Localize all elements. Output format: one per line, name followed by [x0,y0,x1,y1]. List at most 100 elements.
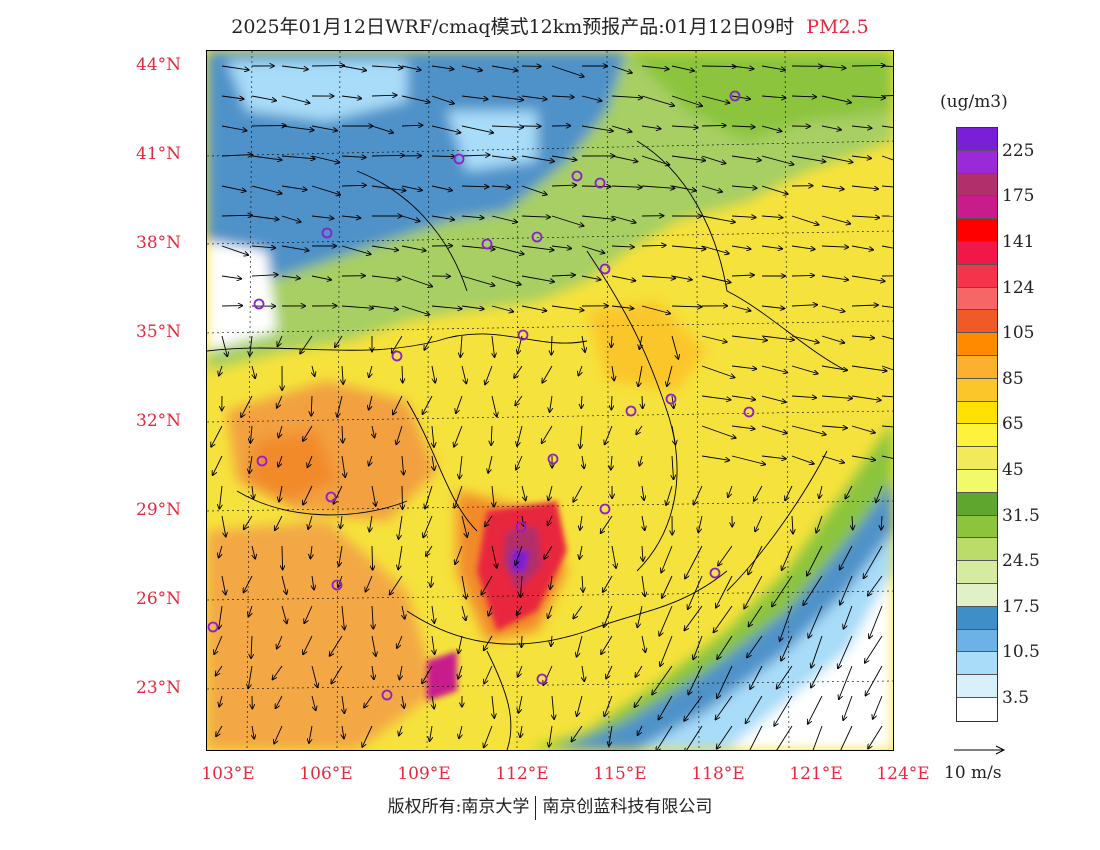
lat-label-38: 38°N [136,233,182,253]
wind-arrow [249,605,253,617]
wind-arrow [550,575,552,589]
wind-arrow [821,125,841,130]
wind-arrow [581,125,613,131]
city-marker [599,263,611,275]
wind-arrow [642,395,643,408]
wind-arrow [749,725,763,750]
city-marker [453,153,465,165]
wind-arrow [671,335,678,359]
wind-arrow [402,605,405,619]
wind-arrow [761,455,786,459]
wind-arrow [609,725,613,746]
wind-arrow [611,306,633,309]
wind-arrow [311,216,333,218]
wind-arrow [522,515,524,526]
wind-arrow [390,575,403,595]
wind-arrow [371,275,401,280]
wind-arrow [369,365,372,377]
city-marker [481,238,493,250]
wind-arrow [851,305,878,306]
wind-arrow [458,665,463,679]
wind-arrow [714,605,733,632]
lat-label-23: 23°N [136,678,182,698]
legend-label: 65 [1002,414,1024,435]
legend-swatch [957,424,997,448]
wind-arrow [401,65,421,70]
wind-arrow [310,545,312,558]
wind-arrow [816,515,823,533]
wind-arrow [549,725,553,747]
wind-arrow [866,665,883,696]
wind-arrow [761,155,794,165]
wind-arrow [671,65,694,71]
wind-arrow [371,305,398,310]
wind-arrow [851,425,875,433]
wind-arrow [876,485,883,502]
wind-arrow [221,515,226,537]
wind-arrow [821,365,847,370]
wind-arrow [278,455,283,467]
wind-arrow [364,695,373,708]
copyright-separator [535,795,537,820]
wind-arrow [881,185,893,188]
wind-arrow [642,545,643,561]
concentration-map[interactable] [206,50,894,751]
pollutant-label: PM2.5 [806,16,869,38]
wind-arrow [701,425,736,438]
wind-arrow [666,485,673,505]
wind-arrow [611,65,632,73]
wind-arrow [780,605,793,641]
wind-arrow [281,276,300,278]
wind-arrow [312,365,315,376]
wind-arrow [304,605,313,623]
wind-arrow [641,186,674,188]
pm25-field-svg [207,51,893,750]
wind-arrow [401,95,430,102]
wind-arrow [731,155,761,160]
wind-arrow [840,545,853,570]
wind-arrow [424,335,433,350]
city-marker [391,350,403,362]
wind-arrow [251,215,279,220]
wind-arrow [639,455,642,466]
wind-arrow [282,545,283,569]
wind-arrow [761,216,783,218]
wind-arrow [641,276,675,278]
wind-arrow [542,365,553,383]
wind-arrow [311,275,331,280]
wind-arrow [812,725,823,750]
wind-arrow [641,126,661,129]
wind-arrow [582,455,584,468]
wind-arrow [423,515,433,537]
wind-arrow [392,335,403,353]
wind-arrow [843,695,853,720]
wind-arrow [881,425,893,428]
wind-arrow [371,635,376,656]
wind-arrow [219,695,222,707]
copyright-right: 南京创蓝科技有限公司 [542,797,713,817]
wind-arrow [603,575,613,592]
sea-zone [527,421,893,750]
wind-arrow [868,575,883,596]
wind-arrow [250,425,252,443]
wind-arrow [581,95,602,101]
wind-arrow [401,245,426,251]
wind-arrow [731,245,751,249]
wind-arrow [659,605,673,636]
legend-swatch [957,675,997,698]
wind-arrow [844,605,853,629]
wind-arrow [641,575,645,596]
legend-label: 175 [1002,186,1035,207]
wind-arrow [851,126,872,128]
wind-arrow [582,575,583,592]
city-markers [207,90,755,701]
wind-arrow [366,575,373,592]
wind-arrow [641,65,669,69]
legend-label: 45 [1002,460,1024,480]
wind-arrow [688,575,703,609]
wind-arrow [454,425,463,447]
wind-arrow [701,365,735,378]
wind-arrow [581,395,582,408]
wind-arrow [371,125,393,133]
wind-arrow [611,215,636,223]
